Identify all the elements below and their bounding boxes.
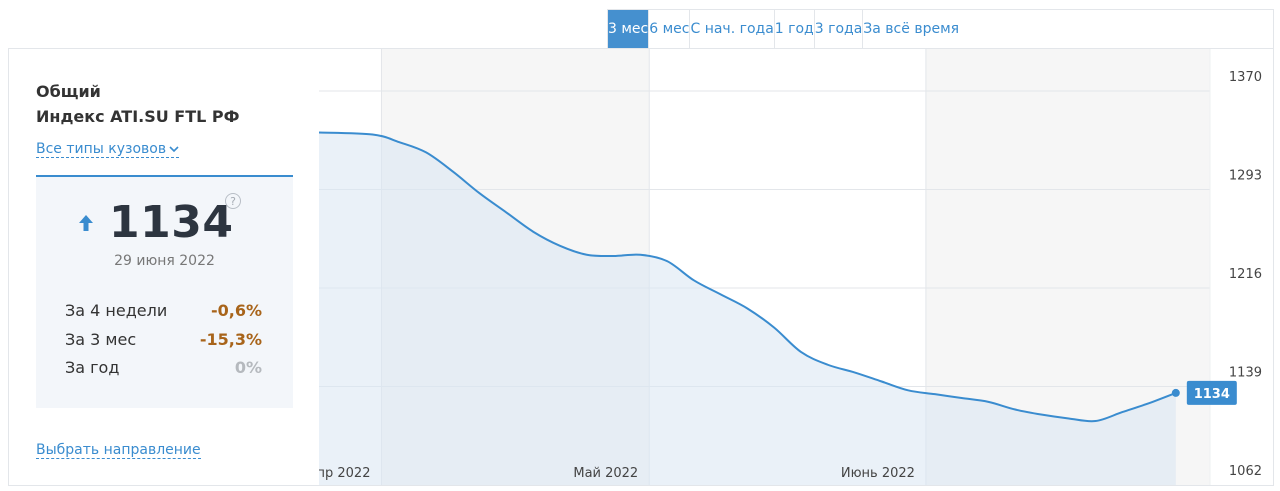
last-point <box>1171 388 1180 397</box>
stats-box: 1134 ? 29 июня 2022 За 4 недели -0,6% За… <box>36 175 293 408</box>
stat-label: За год <box>65 358 120 377</box>
x-tick-label: Май 2022 <box>573 466 638 481</box>
help-icon[interactable]: ? <box>225 193 241 209</box>
index-date: 29 июня 2022 <box>114 253 215 269</box>
tab-year-to-date[interactable]: С нач. года <box>690 10 775 48</box>
stat-label: За 3 мес <box>65 330 137 349</box>
body-types-dropdown[interactable]: Все типы кузовов <box>36 141 180 158</box>
y-tick-label: 1293 <box>1229 169 1262 184</box>
y-tick-label: 1139 <box>1229 366 1262 381</box>
last-value-label: 1134 <box>1194 387 1230 402</box>
stat-value: 0% <box>234 358 262 377</box>
info-panel: Общий Индекс ATI.SU FTL РФ Все типы кузо… <box>9 49 319 485</box>
tab-1-year[interactable]: 1 год <box>775 10 815 48</box>
arrow-up-icon <box>79 215 93 231</box>
stat-value: -0,6% <box>210 301 262 320</box>
stat-row-year: За год 0% <box>65 358 262 377</box>
x-tick-label: Апр 2022 <box>319 466 370 481</box>
tab-3-years[interactable]: 3 года <box>815 10 864 48</box>
stat-row-3-months: За 3 мес -15,3% <box>65 330 262 349</box>
y-tick-label: 1062 <box>1229 464 1262 479</box>
chevron-down-icon <box>169 146 179 153</box>
tab-3-months[interactable]: 3 мес <box>608 10 650 48</box>
series-line <box>319 131 1177 423</box>
stat-row-4-weeks: За 4 недели -0,6% <box>65 301 262 320</box>
x-tick-label: Июнь 2022 <box>841 466 915 481</box>
y-tick-label: 1370 <box>1229 70 1262 85</box>
tab-6-months[interactable]: 6 мес <box>649 10 691 48</box>
stat-value: -15,3% <box>199 330 262 349</box>
choose-direction-link[interactable]: Выбрать направление <box>36 442 201 459</box>
stat-label: За 4 недели <box>65 301 168 320</box>
index-title: Индекс ATI.SU FTL РФ <box>36 107 240 126</box>
index-chart[interactable]: 1370 1293 1216 1139 1062 Апр 2022 Май 2022 Июнь… <box>319 49 1274 485</box>
y-tick-label: 1216 <box>1229 267 1262 282</box>
body-types-label: Все типы кузовов <box>36 141 167 157</box>
index-card: Общий Индекс ATI.SU FTL РФ Все типы кузо… <box>8 48 1274 486</box>
tab-all-time[interactable]: За всё время <box>863 21 960 37</box>
chart-svg: 1370 1293 1216 1139 1062 Апр 2022 Май 2022 Июнь… <box>319 49 1262 485</box>
last-value-badge <box>1186 380 1237 405</box>
current-index-value: 1134 <box>109 197 234 248</box>
index-title-category: Общий <box>36 82 101 101</box>
period-tabs: 3 мес 6 мес С нач. года 1 год 3 года За … <box>607 9 1274 48</box>
